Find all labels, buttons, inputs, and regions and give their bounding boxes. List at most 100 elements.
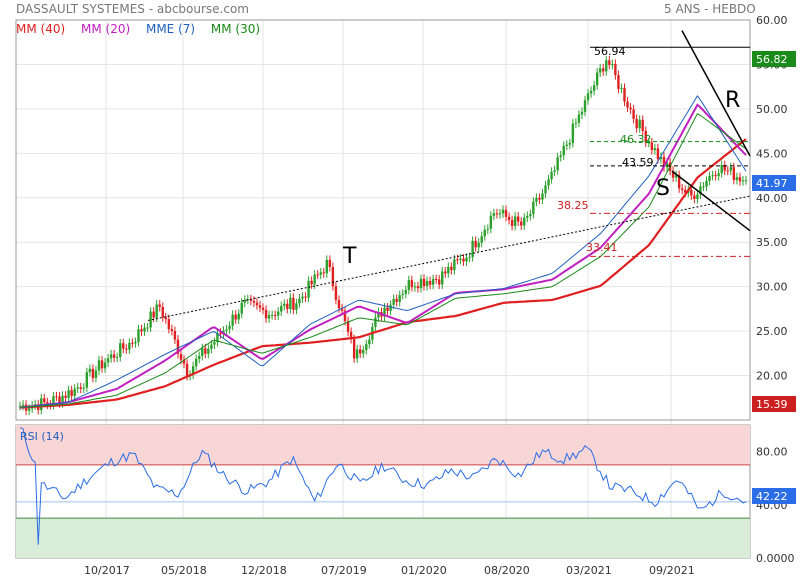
candle (702, 186, 705, 188)
trendline-r (681, 30, 751, 157)
candle (489, 215, 493, 229)
candle (605, 60, 608, 72)
ma30-line (19, 113, 747, 409)
y-tick-label: 40.00 (756, 192, 788, 205)
candle (277, 311, 280, 316)
candle (741, 180, 745, 182)
candle (182, 359, 186, 364)
candle (504, 209, 508, 217)
candle (544, 185, 547, 194)
candle (586, 93, 590, 101)
candle (659, 156, 663, 160)
level-label-33: 33.41 (586, 241, 618, 254)
candle (164, 317, 168, 320)
rsi-title: RSI (14) (20, 430, 64, 443)
candle (541, 193, 544, 200)
y-tick-label: 50.00 (756, 103, 788, 116)
candle (179, 354, 183, 360)
candle (204, 348, 207, 354)
candle (644, 130, 647, 143)
candle (662, 156, 666, 168)
badge-15-text: 15.39 (756, 398, 788, 411)
candle (392, 298, 395, 305)
candle (486, 228, 489, 230)
candle (453, 259, 456, 271)
rsi-line (19, 427, 747, 545)
candle (532, 201, 535, 215)
candle (116, 357, 119, 359)
candle (346, 321, 350, 332)
candle (465, 257, 468, 262)
badge-56: 56.82 (752, 51, 796, 67)
candle (641, 119, 644, 131)
candle (529, 214, 532, 216)
rsi-badge: 42.22 (752, 488, 796, 504)
candle (671, 170, 675, 178)
candle (468, 257, 471, 259)
candle (681, 188, 684, 190)
candle (146, 327, 149, 329)
candle (471, 240, 474, 258)
candle (267, 315, 271, 319)
candle (313, 274, 316, 285)
candle (592, 85, 596, 91)
candle (650, 142, 654, 151)
candle (413, 286, 417, 288)
candle (304, 296, 307, 298)
candle (608, 60, 611, 65)
candle (88, 368, 92, 373)
candle (82, 387, 85, 389)
candle (119, 343, 122, 358)
candle (398, 294, 401, 303)
candle (97, 360, 101, 371)
candle (185, 363, 189, 376)
rsi-oversold-zone (16, 518, 750, 558)
x-tick-label: 07/2019 (321, 564, 367, 577)
candle (735, 177, 739, 180)
candle (76, 387, 79, 389)
candle (125, 348, 128, 350)
candle (21, 404, 25, 406)
candle (656, 148, 660, 160)
candle (674, 175, 678, 178)
candle (456, 259, 459, 261)
x-tick-label: 01/2020 (401, 564, 447, 577)
candle (495, 213, 499, 215)
candle (574, 122, 578, 124)
candle (368, 339, 371, 345)
candle (726, 170, 729, 172)
candle (258, 305, 262, 308)
ma40-line (19, 138, 747, 409)
candle (744, 180, 748, 182)
candle (404, 290, 407, 294)
candle (377, 311, 380, 318)
candle (155, 304, 158, 318)
candle (64, 395, 67, 398)
candle (58, 396, 61, 404)
candle (112, 354, 116, 358)
candle (738, 177, 742, 182)
candle (474, 240, 477, 248)
candle (595, 72, 599, 86)
candle (240, 302, 243, 314)
candle (198, 356, 201, 359)
candle (170, 329, 174, 332)
candle (565, 144, 568, 146)
candle (553, 170, 556, 172)
candle (316, 274, 319, 276)
candle (510, 220, 514, 226)
candle (355, 349, 359, 359)
level-label-43: 43.59 (622, 156, 654, 169)
main-panel-frame (15, 19, 751, 421)
candle (340, 308, 344, 311)
candle (410, 280, 414, 288)
candle (665, 162, 669, 168)
candle (556, 157, 559, 171)
candle (286, 303, 289, 310)
candle (614, 63, 617, 76)
candle (477, 242, 480, 248)
candle (128, 342, 131, 350)
candle (699, 186, 702, 195)
candle (677, 175, 681, 189)
candle (191, 366, 195, 375)
